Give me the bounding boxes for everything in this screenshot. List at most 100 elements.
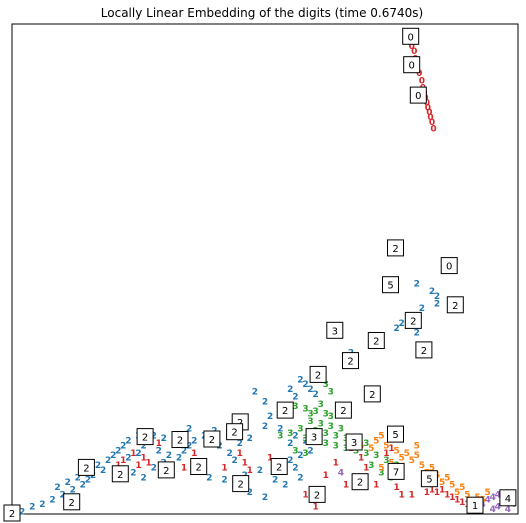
digit-point-0: 0 [416, 69, 422, 79]
chart-title: Locally Linear Embedding of the digits (… [101, 6, 423, 20]
digit-point-2: 2 [151, 463, 157, 473]
digit-point-3: 3 [287, 429, 293, 439]
thumbnail-digit: 2 [282, 406, 288, 417]
digit-point-4: 4 [338, 468, 344, 478]
thumbnail-frame [342, 352, 359, 370]
digit-point-3: 3 [328, 412, 334, 422]
digit-thumbnail: 2 [342, 352, 359, 370]
digit-point-1: 1 [449, 493, 455, 503]
digit-point-2: 2 [419, 304, 425, 314]
digit-point-1: 1 [191, 449, 197, 459]
digit-point-3: 3 [383, 456, 389, 466]
digit-point-3: 3 [323, 410, 329, 420]
digit-point-2: 2 [297, 473, 303, 483]
digit-point-2: 2 [59, 490, 65, 500]
digit-point-3: 3 [312, 407, 318, 417]
thumbnail-frame [446, 296, 464, 314]
thumbnail-digit: 2 [315, 370, 321, 381]
thumbnail-digit: 2 [276, 463, 282, 474]
digit-point-5: 5 [398, 454, 404, 464]
digit-point-4: 4 [495, 503, 501, 513]
thumbnail-frame [420, 470, 438, 488]
digit-point-2: 2 [221, 476, 227, 486]
digit-point-3: 3 [333, 432, 339, 442]
digit-point-1: 1 [444, 490, 450, 500]
digit-point-2: 2 [105, 456, 111, 466]
digit-point-0: 0 [425, 103, 431, 113]
digit-point-2: 2 [226, 449, 232, 459]
thumbnail-digit: 3 [332, 326, 338, 337]
digit-point-2: 2 [287, 439, 293, 449]
digit-point-2: 2 [140, 473, 146, 483]
digit-point-2: 2 [186, 441, 192, 451]
digit-point-1: 1 [459, 498, 465, 508]
digit-point-1: 1 [429, 486, 435, 496]
digit-point-1: 1 [120, 456, 126, 466]
digit-point-0: 0 [427, 113, 433, 123]
digit-point-2: 2 [312, 390, 318, 400]
digit-thumbnail: 2 [308, 485, 326, 503]
digit-point-2: 2 [252, 388, 258, 398]
digit-point-1: 1 [267, 454, 273, 464]
digit-point-4: 4 [484, 495, 490, 505]
digit-point-1: 1 [130, 449, 136, 459]
digit-point-5: 5 [378, 432, 384, 442]
digit-point-2: 2 [247, 488, 253, 498]
thumbnail-frame [363, 385, 381, 403]
digit-point-2: 2 [297, 375, 303, 385]
digit-point-1: 1 [424, 488, 430, 498]
digit-point-2: 2 [151, 432, 157, 442]
thumbnail-digit: 1 [472, 501, 478, 512]
digit-point-3: 3 [302, 434, 308, 444]
digit-point-1: 1 [145, 459, 151, 469]
digit-thumbnail: 2 [203, 430, 221, 448]
digit-point-3: 3 [328, 388, 334, 398]
digit-point-2: 2 [307, 385, 313, 395]
digit-point-1: 1 [434, 488, 440, 498]
digit-point-3: 3 [333, 441, 339, 451]
digit-thumbnail: 2 [190, 458, 208, 475]
digit-point-5: 5 [484, 488, 490, 498]
digit-thumbnail: 5 [420, 470, 438, 488]
digit-point-5: 5 [373, 437, 379, 447]
digit-point-2: 2 [398, 319, 404, 329]
thumbnail-frame [466, 496, 484, 514]
thumbnail-frame [387, 239, 404, 257]
digit-point-1: 1 [454, 495, 460, 505]
digit-point-2: 2 [393, 324, 399, 334]
digit-point-3: 3 [323, 380, 329, 390]
thumbnail-frame [63, 493, 81, 511]
digit-point-2: 2 [307, 446, 313, 456]
digit-point-1: 1 [409, 490, 415, 500]
digit-point-2: 2 [292, 463, 298, 473]
digit-point-2: 2 [135, 449, 141, 459]
digit-point-2: 2 [237, 439, 243, 449]
digit-point-3: 3 [323, 429, 329, 439]
digit-thumbnail: 2 [351, 473, 369, 491]
digit-point-1: 1 [373, 481, 379, 491]
thumbnail-digit: 2 [117, 470, 123, 481]
digit-thumbnail: 0 [409, 86, 427, 104]
digit-point-3: 3 [307, 417, 313, 427]
digit-point-1: 1 [398, 490, 404, 500]
thumbnail-digit: 2 [340, 406, 346, 417]
thumbnail-frame [415, 341, 433, 359]
thumbnail-digit: 2 [209, 435, 215, 446]
thumbnail-frame [77, 458, 95, 476]
digit-point-2: 2 [287, 456, 293, 466]
digit-thumbnail: 2 [270, 458, 288, 475]
thumbnail-frame [3, 504, 21, 522]
digit-point-3: 3 [318, 400, 324, 410]
thumbnail-digit: 2 [69, 498, 75, 509]
digit-point-0: 0 [429, 118, 435, 128]
digit-thumbnail: 2 [446, 296, 464, 314]
digit-point-3: 3 [328, 422, 334, 432]
digit-point-2: 2 [206, 473, 212, 483]
thumbnail-frame [157, 461, 175, 479]
thumbnail-digit: 2 [196, 463, 202, 474]
digit-point-2: 2 [70, 486, 76, 496]
digit-point-2: 2 [262, 397, 268, 407]
digit-point-2: 2 [100, 466, 106, 476]
digit-point-0: 0 [426, 108, 432, 118]
